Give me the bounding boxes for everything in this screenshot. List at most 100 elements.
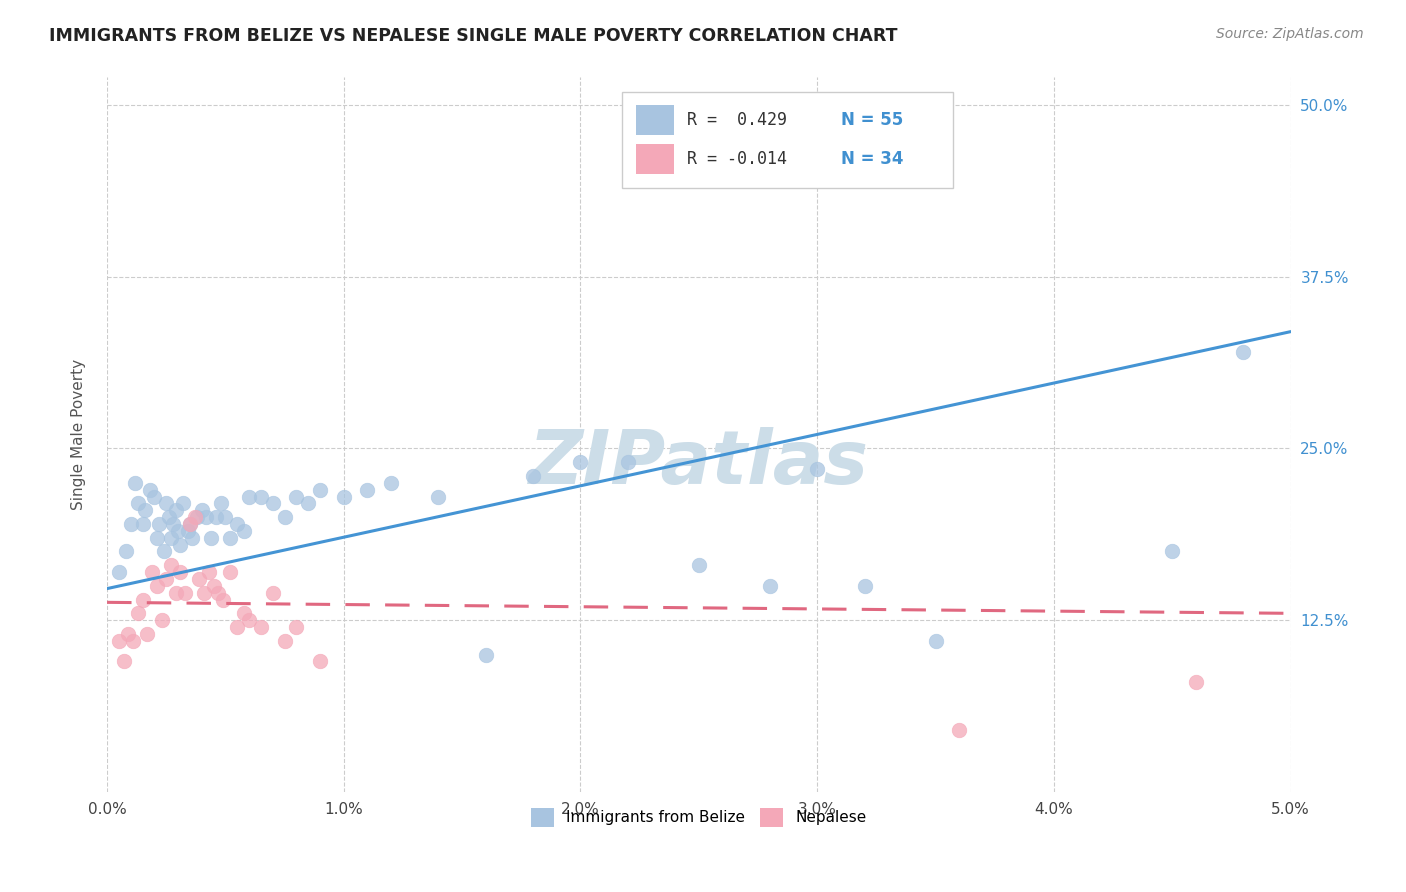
- FancyBboxPatch shape: [621, 92, 953, 188]
- Point: [205, 510, 228, 524]
- Point: [172, 496, 194, 510]
- Point: [169, 565, 191, 579]
- Point: [569, 455, 592, 469]
- Point: [207, 585, 229, 599]
- Point: [219, 565, 242, 579]
- Point: [174, 585, 197, 599]
- Point: [183, 510, 205, 524]
- Point: [160, 531, 183, 545]
- Point: [167, 524, 190, 538]
- Point: [948, 723, 970, 738]
- Point: [127, 607, 149, 621]
- Point: [688, 558, 710, 573]
- Point: [122, 633, 145, 648]
- Point: [285, 620, 308, 634]
- Point: [127, 496, 149, 510]
- Point: [120, 516, 142, 531]
- Point: [356, 483, 378, 497]
- Point: [136, 627, 159, 641]
- Point: [273, 633, 295, 648]
- Point: [853, 579, 876, 593]
- Text: ZIPatlas: ZIPatlas: [529, 426, 869, 500]
- Point: [238, 613, 260, 627]
- Point: [176, 524, 198, 538]
- Point: [198, 565, 221, 579]
- Point: [209, 496, 232, 510]
- Point: [759, 579, 782, 593]
- Point: [297, 496, 319, 510]
- Point: [475, 648, 498, 662]
- Point: [309, 483, 332, 497]
- Text: Source: ZipAtlas.com: Source: ZipAtlas.com: [1216, 27, 1364, 41]
- Point: [157, 510, 180, 524]
- Point: [233, 524, 256, 538]
- Point: [146, 579, 169, 593]
- Point: [226, 516, 249, 531]
- Point: [309, 655, 332, 669]
- Point: [155, 572, 177, 586]
- Point: [148, 516, 170, 531]
- Point: [143, 490, 166, 504]
- Point: [115, 544, 138, 558]
- Point: [179, 516, 201, 531]
- Point: [141, 565, 163, 579]
- Text: IMMIGRANTS FROM BELIZE VS NEPALESE SINGLE MALE POVERTY CORRELATION CHART: IMMIGRANTS FROM BELIZE VS NEPALESE SINGL…: [49, 27, 897, 45]
- Point: [380, 475, 402, 490]
- Point: [212, 592, 235, 607]
- Point: [195, 510, 218, 524]
- Point: [214, 510, 236, 524]
- Point: [188, 572, 211, 586]
- Point: [924, 633, 946, 648]
- Point: [131, 592, 153, 607]
- Point: [112, 655, 135, 669]
- Point: [522, 469, 544, 483]
- Point: [124, 475, 146, 490]
- Point: [1232, 345, 1254, 359]
- Text: N = 34: N = 34: [841, 150, 904, 168]
- Text: R = -0.014: R = -0.014: [688, 150, 787, 168]
- Point: [806, 462, 828, 476]
- Point: [117, 627, 139, 641]
- Point: [165, 585, 187, 599]
- Point: [238, 490, 260, 504]
- Legend: Immigrants from Belize, Nepalese: Immigrants from Belize, Nepalese: [523, 800, 875, 834]
- Point: [233, 607, 256, 621]
- Point: [262, 496, 284, 510]
- Point: [131, 516, 153, 531]
- Point: [250, 620, 273, 634]
- Point: [202, 579, 225, 593]
- Point: [169, 538, 191, 552]
- Point: [108, 565, 131, 579]
- Point: [219, 531, 242, 545]
- Point: [262, 585, 284, 599]
- Point: [200, 531, 222, 545]
- Point: [427, 490, 450, 504]
- Point: [226, 620, 249, 634]
- Point: [150, 613, 173, 627]
- Point: [108, 633, 131, 648]
- Point: [273, 510, 295, 524]
- Point: [162, 516, 184, 531]
- FancyBboxPatch shape: [636, 104, 673, 135]
- Point: [1161, 544, 1184, 558]
- Point: [285, 490, 308, 504]
- Point: [186, 510, 208, 524]
- Point: [181, 531, 204, 545]
- Point: [179, 516, 201, 531]
- Point: [134, 503, 156, 517]
- Point: [250, 490, 273, 504]
- Point: [146, 531, 169, 545]
- Text: R =  0.429: R = 0.429: [688, 111, 787, 128]
- Y-axis label: Single Male Poverty: Single Male Poverty: [72, 359, 86, 510]
- Point: [193, 585, 215, 599]
- Point: [160, 558, 183, 573]
- Point: [1185, 675, 1208, 690]
- Point: [155, 496, 177, 510]
- Point: [617, 455, 640, 469]
- FancyBboxPatch shape: [636, 144, 673, 174]
- Point: [153, 544, 176, 558]
- Point: [165, 503, 187, 517]
- Point: [190, 503, 212, 517]
- Point: [333, 490, 356, 504]
- Point: [138, 483, 160, 497]
